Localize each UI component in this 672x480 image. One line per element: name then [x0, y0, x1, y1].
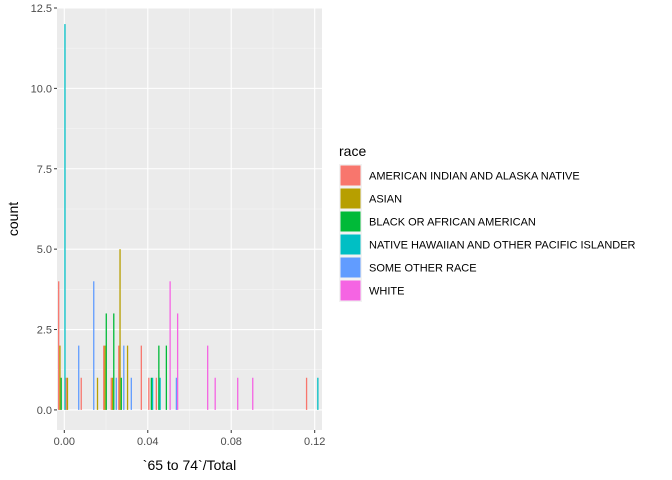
histogram-bar: [110, 377, 112, 410]
legend-swatch: [340, 165, 361, 186]
x-tick-label: 0.04: [137, 436, 158, 448]
y-tick-label: 10.0: [31, 83, 52, 95]
legend-label: WHITE: [369, 286, 404, 298]
y-tick-label: 12.5: [31, 3, 52, 15]
histogram-bar: [252, 377, 254, 410]
histogram-bar: [207, 345, 209, 410]
histogram-bar: [93, 281, 95, 410]
histogram-bar: [58, 281, 60, 410]
histogram-bar: [96, 377, 99, 410]
histogram-bar: [66, 377, 69, 410]
legend-label: ASIAN: [369, 194, 402, 206]
histogram-bar: [150, 377, 152, 410]
x-tick-label: 0.12: [304, 436, 325, 448]
bars: [58, 24, 319, 410]
histogram-bar: [65, 377, 67, 410]
histogram-bar: [105, 313, 107, 410]
x-tick-label: 0.00: [54, 436, 75, 448]
histogram-bar: [119, 249, 121, 410]
histogram-bar: [158, 345, 160, 410]
y-tick-label: 0.0: [37, 405, 52, 417]
y-axis: 0.0 2.5 5.0 7.5 10.0 12.5: [31, 3, 57, 417]
legend-swatch: [340, 280, 361, 301]
histogram-bar: [155, 377, 157, 410]
legend-label: AMERICAN INDIAN AND ALASKA NATIVE: [369, 171, 580, 183]
histogram-bar: [113, 313, 115, 410]
legend-label: NATIVE HAWAIIAN AND OTHER PACIFIC ISLAND…: [369, 240, 636, 252]
histogram-bar: [305, 377, 308, 410]
legend-title: race: [339, 143, 366, 159]
legend-label: BLACK OR AFRICAN AMERICAN: [369, 217, 536, 229]
histogram-bar: [126, 345, 129, 410]
legend-swatch: [340, 257, 361, 278]
histogram-bar: [130, 377, 132, 410]
y-axis-title: count: [5, 202, 21, 236]
histogram-bar: [80, 377, 82, 410]
histogram-bar: [59, 345, 61, 410]
histogram-bar: [169, 281, 171, 410]
histogram-bar: [151, 377, 154, 410]
legend-swatch: [340, 211, 361, 232]
histogram-bar: [111, 377, 114, 410]
legend-swatch: [340, 188, 361, 209]
histogram-bar: [103, 345, 105, 410]
histogram-bar: [317, 377, 319, 410]
histogram-bar: [115, 377, 117, 410]
histogram-bar: [214, 377, 216, 410]
minor-gridlines: [57, 8, 322, 430]
y-tick-label: 7.5: [37, 164, 52, 176]
y-tick-label: 5.0: [37, 244, 52, 256]
x-axis-title: `65 to 74`/Total: [143, 457, 236, 473]
histogram-bar: [78, 345, 80, 410]
histogram-bar: [148, 377, 150, 410]
histogram-bar: [165, 345, 168, 410]
histogram-bar: [159, 377, 161, 410]
histogram-bar: [176, 313, 179, 410]
x-axis: 0.00 0.04 0.08 0.12: [54, 430, 325, 448]
histogram-bar: [104, 345, 106, 410]
histogram-bar: [64, 24, 66, 410]
histogram-bar: [118, 345, 120, 410]
histogram-bar: [237, 377, 239, 410]
legend-swatch: [340, 234, 361, 255]
histogram-bar: [140, 345, 142, 410]
legend-label: SOME OTHER RACE: [369, 263, 477, 275]
legend: race AMERICAN INDIAN AND ALASKA NATIVE AS…: [339, 143, 636, 302]
x-tick-label: 0.08: [221, 436, 242, 448]
y-tick-label: 2.5: [37, 325, 52, 337]
histogram-bar: [175, 377, 178, 410]
histogram-bar: [123, 345, 125, 410]
histogram-bar: [120, 377, 122, 410]
histogram-bar: [60, 377, 62, 410]
